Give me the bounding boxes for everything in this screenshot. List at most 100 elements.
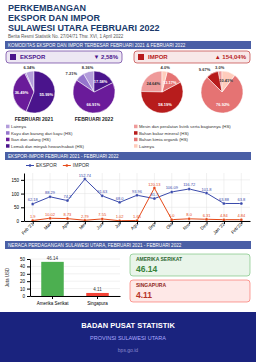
point — [222, 218, 225, 221]
x-tick: Mar — [43, 221, 52, 231]
y-tick: 0 — [16, 219, 24, 224]
x-tick: Okt — [165, 221, 174, 230]
y-axis: 050100150 — [11, 174, 24, 224]
legend: LainnyaKayu dan barang dari kayu (HS)Ika… — [6, 124, 84, 149]
x-axis: Amerika SerikatSingapura — [31, 296, 121, 306]
x-tick: Agu — [130, 221, 140, 231]
pie-data-label: 55.99% — [40, 92, 54, 97]
info-box — [130, 280, 250, 302]
x-tick: Apr — [61, 221, 70, 230]
x-tick: Amerika Serikat — [37, 296, 70, 306]
x-tick-label: Des — [199, 221, 209, 231]
legend-entry: EKSPOR — [36, 162, 57, 168]
footer-text: bps.go.id — [118, 347, 139, 353]
legend-item: EKSPOR — [26, 162, 57, 168]
y-tick-label: 100 — [11, 192, 19, 197]
pie-data-label: 58.19% — [158, 102, 172, 107]
x-tick-label: Feb '21 — [21, 221, 35, 235]
point — [170, 190, 173, 193]
point — [188, 217, 191, 220]
x-tick-mark — [97, 296, 98, 299]
bar — [41, 262, 64, 296]
page-title: EKSPOR DAN IMPOR — [8, 13, 101, 23]
x-tick-label: Sep — [147, 221, 157, 231]
x-tick-label: Nov — [182, 221, 192, 231]
info-value: 4.11 — [136, 290, 152, 300]
section-title: EKSPOR-IMPOR FEBRUARI 2021 - FEBRUARI 20… — [8, 154, 119, 159]
y-tick: 50 — [14, 205, 24, 210]
legend-swatch — [6, 144, 10, 148]
section-header-band — [5, 41, 251, 49]
point — [170, 218, 173, 221]
data-label: 93.96 — [132, 189, 143, 194]
point — [83, 178, 86, 181]
x-tick-label: Okt — [165, 221, 174, 230]
legend-marker — [66, 164, 69, 167]
data-label: 116.72 — [183, 182, 196, 187]
grid — [30, 259, 120, 296]
point — [222, 202, 225, 205]
x-tick: Jan '22 — [212, 221, 226, 235]
data-label: 4.11 — [93, 287, 102, 292]
y-tick-label: 10 — [20, 287, 26, 292]
data-label: 7.55 — [98, 212, 107, 217]
point — [188, 187, 191, 190]
pie-caption: FEBRUARI 2022 — [75, 116, 114, 122]
point — [240, 202, 243, 205]
section-header: KOMODITAS EKSPOR DAN IMPOR TERBESAR FEBR… — [5, 41, 251, 49]
pie-data-label: 8.36% — [82, 65, 94, 70]
point — [66, 217, 69, 220]
y-tick: 10 — [20, 287, 30, 292]
data-label: 62.18 — [28, 197, 39, 202]
footer-text: BADAN PUSAT STATISTIK — [81, 321, 175, 330]
grid — [24, 173, 250, 221]
y-tick: 40 — [20, 264, 30, 269]
pie-slice — [26, 71, 55, 113]
point — [31, 202, 34, 205]
point — [118, 201, 121, 204]
footer: BADAN PUSAT STATISTIKPROVINSI SULAWESI U… — [0, 312, 256, 362]
x-tick: Feb '21 — [21, 221, 35, 236]
section-header: NERACA PERDAGANGAN SULAWESI UTARA, FEBRU… — [5, 241, 251, 249]
y-tick-mark — [27, 259, 30, 260]
data-label: 1.9 — [30, 214, 36, 219]
data-label: 106.09 — [166, 185, 179, 190]
data-label: 91.63 — [97, 189, 108, 194]
data-label: 4.84 — [237, 213, 246, 218]
point — [101, 194, 104, 197]
point — [118, 219, 121, 221]
y-tick-mark — [27, 274, 30, 275]
y-tick-mark — [27, 266, 30, 267]
y-tick: 30 — [20, 272, 30, 277]
data-label: 101.8 — [202, 187, 213, 192]
x-tick-label: Mar — [43, 221, 52, 230]
page-title: PERKEMBANGAN — [8, 3, 86, 13]
bar — [86, 293, 109, 296]
x-tick-label: Jan '22 — [212, 221, 226, 235]
grid-line — [30, 259, 120, 260]
section-header-band — [5, 241, 251, 249]
y-tick: 20 — [20, 279, 30, 284]
legend-entry: Bahan kimia organik (HS) — [139, 137, 189, 142]
data-label: 1.65 — [133, 214, 142, 219]
point — [205, 218, 208, 221]
x-tick-label: Feb'22 — [230, 221, 244, 235]
legend-swatch — [6, 125, 10, 129]
y-tick: 0 — [22, 294, 30, 299]
info-value: 46.14 — [136, 264, 158, 274]
x-tick: Jun — [95, 221, 104, 230]
pie-data-label: 6.34% — [23, 65, 35, 70]
plot-area — [31, 178, 243, 221]
data-label: 63.88 — [219, 197, 230, 202]
y-tick-label: 30 — [20, 272, 26, 277]
badge: EKSPOR▼ 2,58% — [6, 51, 122, 63]
x-tick-label: Jun — [95, 221, 104, 230]
legend-entry: Lainnya — [139, 144, 155, 149]
x-tick-mark — [52, 296, 53, 299]
info-box — [130, 254, 250, 276]
data-label: 81.7 — [150, 192, 159, 197]
y-tick: 50 — [20, 257, 30, 262]
legend-entry: Bahan bakar mineral (HS) — [139, 131, 189, 136]
badge-icon — [138, 54, 144, 60]
footer-band — [0, 312, 256, 362]
